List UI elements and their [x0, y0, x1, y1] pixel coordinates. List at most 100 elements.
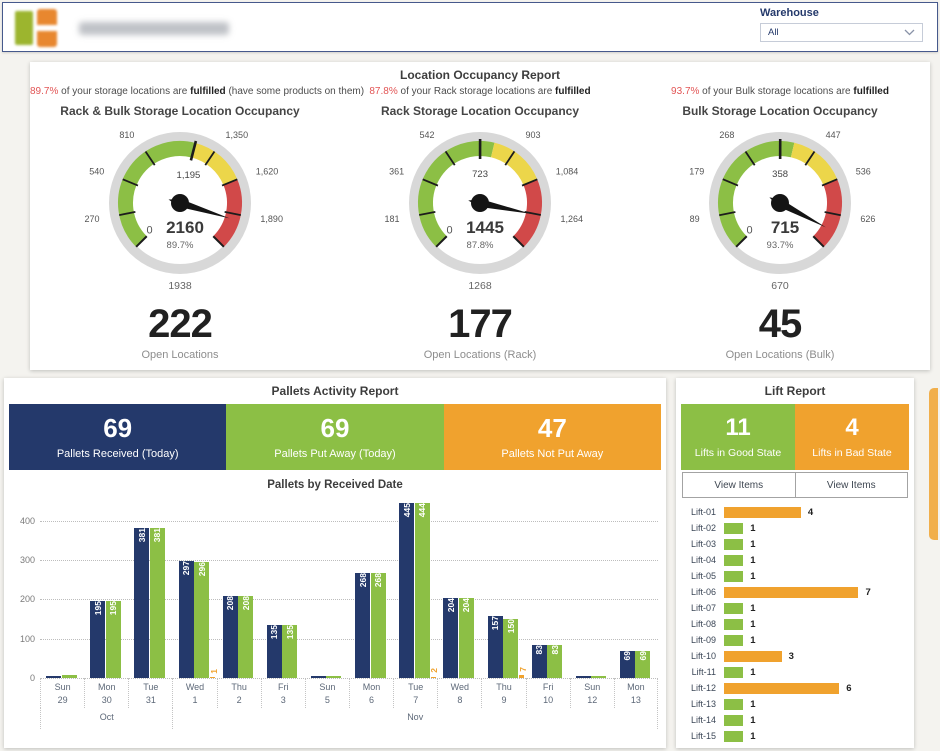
day-date: 1	[192, 694, 198, 705]
bar-received[interactable]	[575, 676, 591, 678]
view-items-good-button[interactable]: View Items	[682, 472, 796, 498]
bar-received[interactable]: 69	[619, 650, 635, 678]
x-axis-category: Tue 7	[393, 678, 437, 708]
bar-value-label: 157	[490, 616, 500, 631]
bar-received[interactable]: 297	[178, 561, 194, 678]
bar-not-put-away[interactable]	[210, 676, 215, 678]
bar-received[interactable]: 195	[90, 601, 106, 678]
lift-bar[interactable]	[724, 554, 744, 566]
bar-put-away[interactable]	[591, 676, 607, 678]
view-items-row: View Items View Items	[682, 472, 908, 498]
gridline	[40, 638, 658, 640]
occupancy-column-rack: 87.8% of your Rack storage locations are…	[330, 83, 630, 361]
bar-put-away[interactable]: 195	[105, 601, 121, 678]
kpi-pallets-put-away: 69 Pallets Put Away (Today)	[226, 404, 444, 470]
warehouse-dropdown[interactable]: All	[760, 23, 923, 42]
lift-bar[interactable]	[724, 650, 782, 662]
view-items-bad-button[interactable]: View Items	[794, 472, 908, 498]
lift-bar[interactable]	[724, 586, 859, 598]
bar-put-away[interactable]: 381	[149, 528, 165, 678]
day-name: Thu	[231, 682, 247, 692]
bar-put-away[interactable]: 208	[238, 596, 254, 678]
bar-put-away[interactable]	[326, 675, 342, 678]
bar-received[interactable]	[46, 676, 62, 678]
y-axis-label: 300	[19, 555, 35, 565]
day-name: Mon	[362, 682, 381, 692]
x-axis-category: Mon 30	[84, 678, 128, 708]
bar-received[interactable]: 381	[134, 528, 150, 678]
bar-put-away[interactable]: 135	[282, 624, 298, 678]
bar-value-label: 444	[417, 503, 428, 518]
lift-row: Lift-15 1	[684, 730, 908, 742]
bar-put-away[interactable]: 268	[370, 572, 386, 678]
open-locations-bulk-value: 45	[758, 302, 803, 346]
note-bold: fulfilled	[853, 86, 889, 97]
lift-bar[interactable]	[724, 538, 744, 550]
lift-value-label: 3	[788, 650, 794, 662]
bar-put-away[interactable]: 296	[194, 561, 209, 678]
gauge-svg: 89 179 268 447 536 626 358 0 715 93.7% 670	[689, 130, 875, 292]
bar-value-label: 297	[181, 561, 191, 576]
day-name: Sun	[319, 682, 336, 692]
fulfilled-note: 93.7% of your Bulk storage locations are…	[630, 86, 930, 97]
lift-category-label: Lift-01	[690, 507, 716, 517]
bar-put-away[interactable]: 204	[458, 597, 474, 678]
pallets-report-title: Pallets Activity Report	[271, 384, 399, 398]
lift-bar[interactable]	[724, 714, 744, 726]
lift-category-label: Lift-05	[690, 571, 716, 581]
lift-bar[interactable]	[724, 506, 801, 518]
bar-received[interactable]: 157	[487, 616, 503, 678]
lift-bar[interactable]	[724, 618, 744, 630]
bar-put-away[interactable]: 69	[635, 650, 651, 678]
lift-bar[interactable]	[724, 682, 840, 694]
svg-text:361: 361	[389, 167, 404, 177]
lift-value-label: 1	[750, 618, 756, 630]
bar-received[interactable]: 83	[531, 645, 547, 678]
pallets-activity-panel: Pallets Activity Report 69 Pallets Recei…	[4, 378, 666, 748]
svg-text:542: 542	[419, 130, 434, 140]
bar-put-away[interactable]	[61, 674, 77, 678]
day-date: 3	[280, 694, 286, 705]
bar-received[interactable]: 135	[266, 624, 282, 678]
x-axis-category: Mon 6	[348, 678, 393, 708]
kpi-label: Lifts in Bad State	[812, 446, 892, 459]
x-axis-category: Thu 9	[481, 678, 525, 708]
lift-value-label: 1	[750, 666, 756, 678]
day-name: Wed	[185, 682, 205, 692]
bar-received[interactable]: 204	[443, 597, 459, 678]
lift-category-label: Lift-11	[691, 667, 716, 677]
bar-received[interactable]: 445	[399, 502, 415, 678]
bar-put-away[interactable]: 83	[547, 645, 563, 678]
day-name: Mon	[627, 682, 645, 692]
bar-not-put-away[interactable]	[430, 676, 436, 678]
lift-bar[interactable]	[724, 522, 744, 534]
bar-not-put-away[interactable]	[519, 675, 524, 678]
x-axis-category: Sun 12	[569, 678, 614, 708]
note-bold: fulfilled	[555, 86, 591, 97]
lift-bar[interactable]	[724, 570, 744, 582]
note-text: of your Rack storage locations are	[397, 86, 556, 97]
lift-bar[interactable]	[724, 602, 744, 614]
bar-put-away[interactable]: 150	[503, 619, 518, 678]
pallets-bar-chart[interactable]: 195 195 381 381 297 296 1 208 208 135 135 268 268 445…	[14, 490, 658, 746]
lift-bar[interactable]	[724, 730, 744, 742]
lift-bar-chart[interactable]: Lift-01 4 Lift-02 1 Lift-03 1 Lift-04 1 Lift-05 1…	[684, 506, 908, 742]
lift-kpi-cards: 11 Lifts in Good State 4 Lifts in Bad St…	[681, 404, 909, 470]
bar-received[interactable]: 208	[222, 596, 238, 678]
bar-received[interactable]	[310, 675, 326, 678]
bar-received[interactable]: 268	[355, 572, 371, 678]
lift-category-label: Lift-06	[690, 587, 716, 597]
bar-value-label: 150	[505, 619, 516, 634]
gauge-title: Bulk Storage Location Occupancy	[682, 104, 878, 118]
logo-text-redacted	[79, 21, 229, 35]
bar-put-away[interactable]: 444	[414, 503, 430, 678]
bar-value-label-orange: 7	[517, 666, 528, 672]
svg-text:1,084: 1,084	[556, 167, 579, 177]
lift-category-label: Lift-15	[690, 731, 716, 741]
lift-bar[interactable]	[724, 634, 744, 646]
gauge-title: Rack Storage Location Occupancy	[380, 104, 580, 118]
svg-text:2160: 2160	[166, 218, 204, 237]
lift-bar[interactable]	[724, 698, 744, 710]
lift-value-label: 1	[750, 714, 756, 726]
lift-bar[interactable]	[724, 666, 744, 678]
